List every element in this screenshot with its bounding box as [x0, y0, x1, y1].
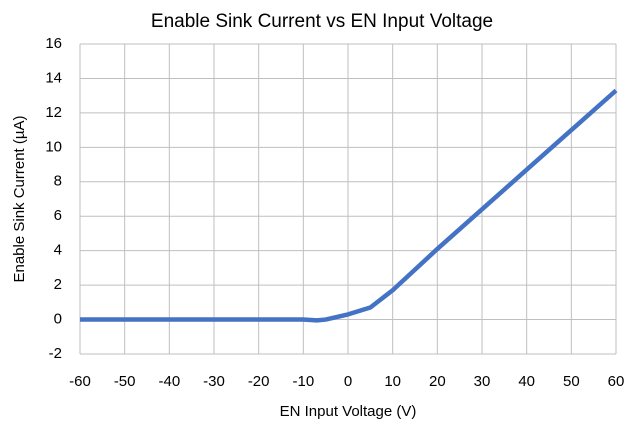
- y-tick-label: 10: [45, 138, 62, 155]
- y-tick-label: 12: [45, 104, 62, 121]
- x-tick-label: -50: [114, 373, 136, 390]
- x-axis-label: EN Input Voltage (V): [280, 403, 417, 420]
- x-tick-label: 0: [344, 373, 352, 390]
- x-tick-label: -30: [203, 373, 225, 390]
- x-tick-label: 60: [608, 373, 625, 390]
- data-line: [80, 88, 618, 323]
- x-tick-label: -20: [248, 373, 270, 390]
- y-axis-label: Enable Sink Current (µA): [11, 115, 28, 282]
- x-tick-label: 40: [518, 373, 535, 390]
- y-tick-label: 14: [45, 69, 62, 86]
- y-tick-label: 0: [54, 311, 62, 328]
- y-tick-label: 6: [54, 207, 62, 224]
- y-tick-label: 8: [54, 173, 62, 190]
- x-tick-label: 20: [429, 373, 446, 390]
- x-tick-label: 50: [563, 373, 580, 390]
- x-tick-label: 10: [384, 373, 401, 390]
- chart-title: Enable Sink Current vs EN Input Voltage: [151, 11, 493, 32]
- x-tick-label: -40: [158, 373, 180, 390]
- x-tick-label: 30: [474, 373, 491, 390]
- x-tick-label: -60: [69, 373, 91, 390]
- y-tick-label: 2: [54, 276, 62, 293]
- y-tick-label: 4: [54, 242, 62, 259]
- y-tick-label: 16: [45, 35, 62, 52]
- x-tick-label: -10: [292, 373, 314, 390]
- y-tick-label: -2: [49, 345, 62, 362]
